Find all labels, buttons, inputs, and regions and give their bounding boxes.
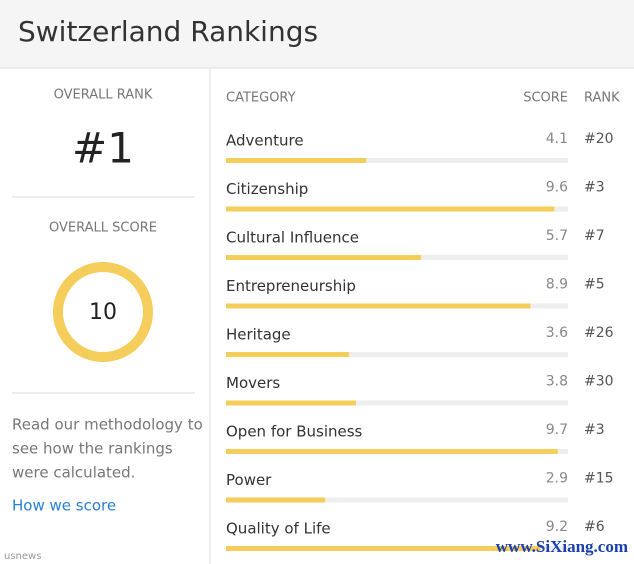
bar (226, 255, 421, 260)
bar (226, 400, 356, 406)
score: 10 (89, 300, 117, 325)
category: Movers (226, 374, 280, 392)
header-bg (0, 0, 634, 68)
rank-value: #6 (584, 519, 605, 535)
methodology: see how the rankings (12, 440, 173, 458)
score-value: 9.7 (546, 422, 568, 438)
methodology: Read our methodology to (12, 416, 203, 434)
category: Citizenship (226, 180, 308, 198)
bar (226, 206, 555, 212)
score-value: 3.6 (546, 325, 568, 341)
bar (226, 449, 558, 454)
rank-value: #26 (584, 325, 614, 341)
bar-track (226, 352, 568, 357)
column-header: SCORE (523, 91, 568, 106)
rank-value: #15 (584, 471, 614, 487)
column-header: CATEGORY (226, 91, 296, 106)
watermark: www.SiXiang.com (496, 537, 628, 556)
bar-track (226, 400, 568, 406)
category: Adventure (226, 132, 304, 150)
category: Open for Business (226, 423, 363, 441)
score-value: 9.6 (546, 180, 568, 196)
watermark: usnews (4, 551, 41, 562)
rank-value: #7 (584, 228, 605, 244)
column-header: RANK (584, 91, 620, 106)
methodology: were calculated. (12, 464, 135, 482)
score-ring (53, 262, 153, 362)
category: Power (226, 471, 272, 489)
rank-value: #3 (584, 180, 605, 196)
bar (226, 352, 350, 357)
score-value: 2.9 (546, 471, 568, 487)
score-value: 9.2 (546, 519, 568, 535)
rank: #1 (72, 124, 134, 173)
score-value: 3.8 (546, 374, 568, 390)
rank-value: #3 (584, 422, 605, 438)
score-label: OVERALL SCORE (49, 221, 157, 236)
bar (226, 303, 531, 309)
category: Heritage (226, 326, 291, 344)
score-value: 4.1 (546, 131, 568, 147)
score-value: 8.9 (546, 277, 568, 293)
rank-value: #30 (584, 374, 614, 390)
bar-track (226, 158, 568, 163)
rank-label: OVERALL RANK (54, 88, 153, 103)
category: Quality of Life (226, 520, 331, 538)
bar (226, 546, 541, 551)
rank-value: #5 (584, 277, 605, 293)
bar (226, 497, 326, 503)
rank-value: #20 (584, 131, 614, 147)
title: Switzerland Rankings (18, 15, 318, 48)
bar-track (226, 497, 568, 503)
category: Cultural Influence (226, 229, 359, 247)
bar (226, 158, 367, 163)
link[interactable]: How we score (12, 497, 116, 515)
score-value: 5.7 (546, 228, 568, 244)
category: Entrepreneurship (226, 277, 356, 295)
